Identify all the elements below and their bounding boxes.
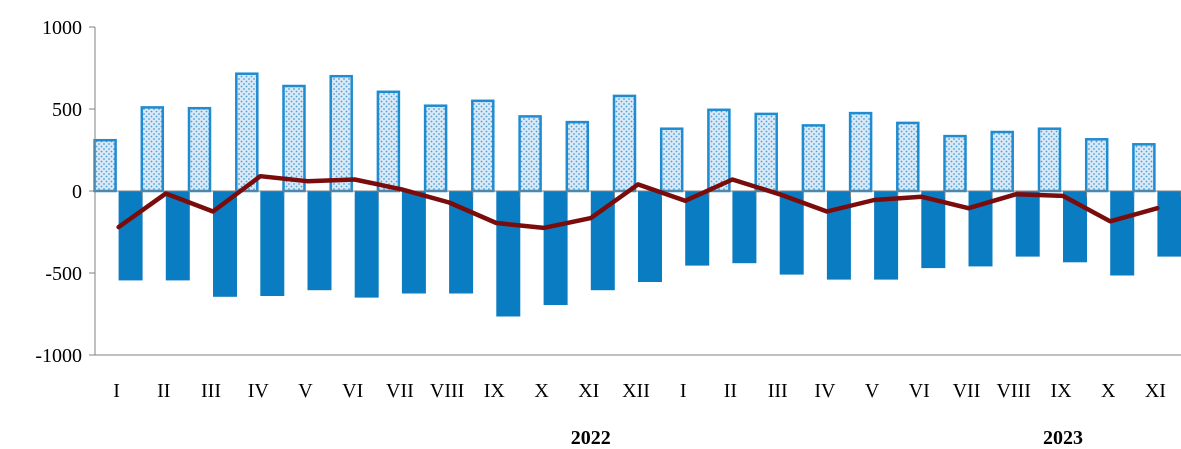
negative-bar [874, 191, 899, 280]
x-tick-label: XII [622, 380, 650, 402]
negative-bar [354, 191, 379, 298]
x-tick-label: VIII [430, 380, 464, 402]
positive-bar [1132, 143, 1156, 193]
positive-bar [896, 121, 920, 193]
y-tick-label: 1000 [42, 17, 82, 39]
negative-bar [165, 191, 190, 281]
negative-bar [496, 191, 521, 317]
negative-bar [685, 191, 710, 266]
negative-bar [732, 191, 757, 264]
negative-bar [260, 191, 285, 296]
x-tick-label: VI [342, 380, 363, 402]
positive-bar [235, 72, 259, 193]
positive-bar [848, 111, 873, 193]
positive-bar [612, 94, 637, 193]
y-tick-label: 500 [52, 99, 82, 121]
year-label: 2022 [571, 427, 611, 449]
positive-bar [329, 74, 353, 193]
negative-bar [307, 191, 332, 291]
negative-bar [1110, 191, 1135, 276]
positive-bar [1084, 138, 1109, 193]
x-tick-label: X [534, 380, 549, 402]
negative-bar [118, 191, 143, 281]
balance-line [116, 173, 1160, 231]
x-tick-label: VIII [996, 380, 1030, 402]
positive-bar [93, 138, 117, 193]
negative-bar [401, 191, 426, 294]
positive-bar [471, 99, 495, 193]
positive-bar [140, 106, 165, 193]
positive-bar [659, 127, 684, 193]
x-tick-label: VII [953, 380, 981, 402]
year-label: 2023 [1043, 427, 1083, 449]
negative-bar [1157, 191, 1181, 257]
positive-bars [93, 72, 1156, 193]
negative-bar [779, 191, 804, 275]
positive-bar [754, 112, 778, 193]
positive-bar [990, 130, 1014, 193]
positive-bar [376, 90, 401, 193]
positive-bar [1037, 127, 1062, 193]
x-tick-label: I [680, 380, 687, 402]
y-tick-label: -1000 [35, 345, 82, 367]
x-tick-label: I [113, 380, 120, 402]
x-tick-label: VII [386, 380, 414, 402]
y-tick-label: -500 [45, 263, 82, 285]
balance-line-path [116, 173, 1160, 231]
negative-bar [543, 191, 568, 305]
negative-bar [638, 191, 662, 282]
x-tick-label: XI [1145, 380, 1166, 402]
positive-bar [707, 108, 731, 193]
positive-bar [801, 124, 826, 193]
x-tick-label: IV [814, 380, 836, 402]
x-tick-label: IV [248, 380, 270, 402]
negative-bars [118, 191, 1181, 317]
positive-bar [518, 115, 542, 193]
x-tick-label: XI [578, 380, 599, 402]
positive-bar [565, 120, 590, 193]
x-tick-label: V [865, 380, 880, 402]
positive-bar [943, 134, 967, 193]
y-tick-label: 0 [72, 181, 82, 203]
negative-bar [1015, 191, 1040, 257]
x-tick-label: X [1101, 380, 1116, 402]
x-tick-label: III [201, 380, 221, 402]
x-tick-label: II [157, 380, 170, 402]
positive-bar [423, 104, 448, 193]
x-tick-label: II [724, 380, 737, 402]
positive-bar [187, 106, 212, 193]
positive-bar [282, 84, 306, 193]
x-tick-label: III [768, 380, 788, 402]
x-tick-label: IX [1050, 380, 1072, 402]
x-tick-label: IX [484, 380, 506, 402]
x-tick-label: V [298, 380, 313, 402]
axes [89, 26, 1181, 356]
x-tick-label: VI [909, 380, 930, 402]
